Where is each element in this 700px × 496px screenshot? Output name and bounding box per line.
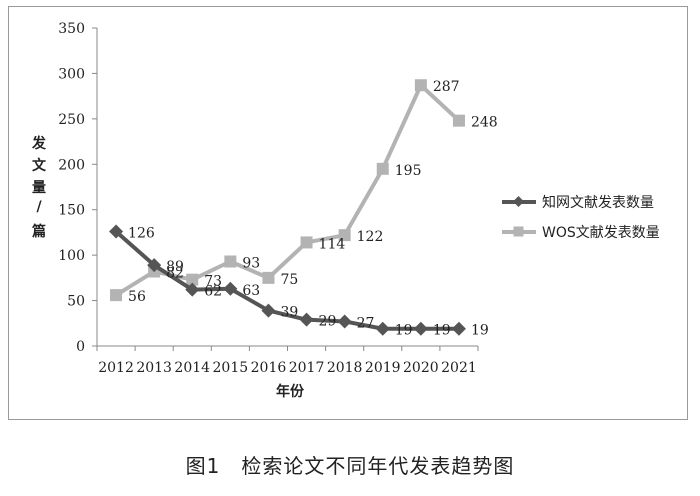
x-tick-label: 2020 [403,360,439,376]
y-axis-label-char: / [36,199,42,215]
cnki-series-line [114,230,459,331]
wos-data-point [452,114,465,127]
wos-data-label: 114 [319,236,346,252]
cnki-data-point [337,314,352,329]
wos-data-point [376,162,389,175]
cnki-data-label: 19 [433,323,451,339]
cnki-data-point [451,321,466,336]
cnki-data-label: 29 [319,314,337,330]
y-tick-label: 350 [58,21,85,37]
wos-data-label: 287 [433,79,460,95]
wos-data-label: 195 [395,163,422,179]
y-tick-label: 100 [58,248,85,264]
y-axis-label-char: 量 [32,180,46,196]
x-tick-label: 2016 [251,360,287,376]
diamond-marker-icon [513,196,524,207]
x-tick-label: 2021 [441,360,477,376]
legend-line-cnki [502,196,536,207]
cnki-data-label: 62 [204,284,222,300]
cnki-data-point [109,224,124,239]
y-axis-label-char: 发 [32,136,46,152]
wos-data-point [186,273,199,286]
wos-data-label: 56 [128,289,146,305]
cnki-data-point [375,321,390,336]
y-tick-label: 50 [67,294,85,310]
cnki-data-point [261,303,276,318]
legend-item-wos: WOS文献发表数量 [502,222,660,242]
wos-data-label: 73 [204,274,222,290]
y-axis-label-char: 篇 [32,224,46,240]
cnki-data-label: 19 [395,323,413,339]
x-tick-label: 2015 [213,360,249,376]
cnki-data-label: 19 [471,323,489,339]
x-tick-label: 2013 [136,360,172,376]
cnki-data-label: 89 [166,259,184,275]
figure-caption: 图1 检索论文不同年代发表趋势图 [185,454,515,478]
cnki-data-label: 27 [357,315,375,331]
legend-line-wos [502,226,536,237]
y-tick-label: 150 [58,203,85,219]
y-tick-label: 200 [58,157,85,173]
y-axis-label-char: 文 [32,158,46,174]
wos-data-label: 75 [280,272,298,288]
chart-frame [8,6,688,420]
cnki-data-label: 126 [128,226,155,242]
wos-data-label: 93 [242,256,260,272]
x-tick-label: 2012 [98,360,134,376]
wos-data-point [414,79,427,92]
x-tick-label: 2017 [289,360,325,376]
legend-label-cnki: 知网文献发表数量 [542,195,654,211]
wos-data-label: 248 [471,115,498,131]
y-tick-label: 0 [76,339,85,355]
cnki-data-label: 63 [242,283,260,299]
y-tick-label: 300 [58,66,85,82]
wos-data-point [224,255,237,268]
x-axis-label: 年份 [276,384,304,400]
cnki-data-point [185,282,200,297]
wos-data-point [338,229,351,242]
x-tick-label: 2018 [327,360,363,376]
cnki-data-point [413,321,428,336]
legend-label-wos: WOS文献发表数量 [542,225,660,241]
wos-data-point [110,289,123,302]
y-tick-label: 250 [58,112,85,128]
wos-data-label: 122 [357,229,384,245]
x-tick-label: 2019 [365,360,401,376]
wos-data-point [262,271,275,284]
cnki-data-point [147,258,162,273]
cnki-data-label: 39 [280,305,298,321]
wos-data-label: 82 [166,265,184,281]
cnki-data-point [299,312,314,327]
wos-data-point [300,236,313,249]
x-tick-label: 2014 [174,360,210,376]
cnki-data-point [223,281,238,296]
square-marker-icon [513,226,524,237]
legend-item-cnki: 知网文献发表数量 [502,192,654,212]
